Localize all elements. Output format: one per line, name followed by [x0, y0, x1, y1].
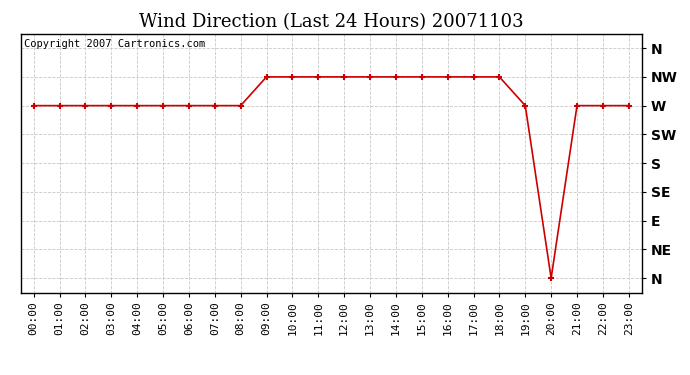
Text: Copyright 2007 Cartronics.com: Copyright 2007 Cartronics.com: [23, 39, 205, 49]
Title: Wind Direction (Last 24 Hours) 20071103: Wind Direction (Last 24 Hours) 20071103: [139, 13, 524, 31]
